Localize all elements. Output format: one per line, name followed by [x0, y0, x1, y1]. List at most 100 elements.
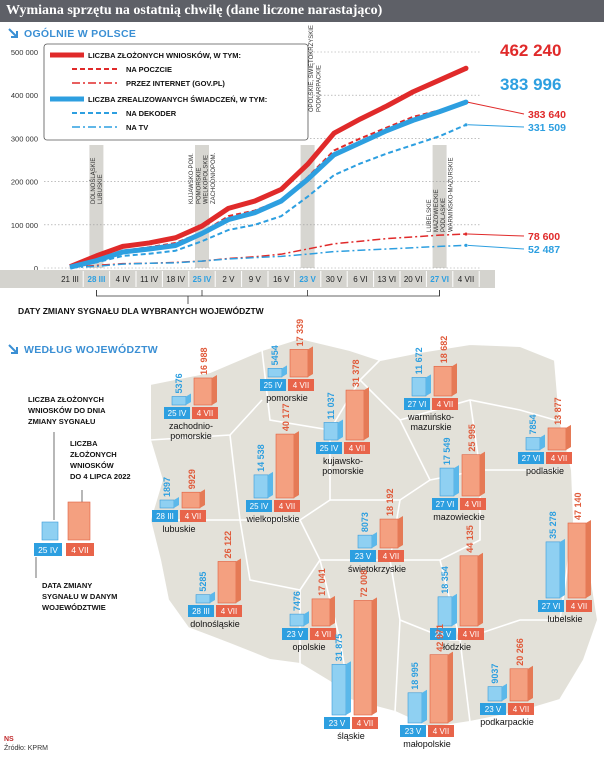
bar-before-side — [560, 538, 565, 598]
bar-before — [545, 541, 561, 599]
legend-card-text-c: WOJEWÓDZTWIE — [42, 603, 106, 612]
series-end-marker — [464, 123, 468, 127]
annotation-line: DOLNOŚLĄSKIE — [89, 158, 97, 204]
date-box-before — [480, 703, 506, 715]
line-chart: 0 100 000 200 000 300 000 400 000 500 000 DOLN… — [0, 25, 566, 316]
x-tick-label: 4 IV — [116, 275, 131, 284]
legend-card-text-b: WNIOSKÓW — [70, 461, 115, 470]
x-tick-label: 6 VI — [353, 275, 367, 284]
legend-card-text-c: DATA ZMIANY — [42, 581, 92, 590]
legend-card-text-b: ZŁOŻONYCH — [70, 450, 117, 459]
section-regions-label: WEDŁUG WOJEWÓDZTW — [24, 344, 158, 356]
annotation-line: LUBUSKIE — [98, 174, 104, 204]
region-name: zachodnio- — [169, 421, 213, 431]
date-after: 4 VII — [437, 400, 453, 409]
region-name: warmińsko- — [407, 412, 454, 422]
bar-before-side — [268, 471, 273, 498]
x-tick-label: 27 VI — [430, 275, 449, 284]
date-after: 4 VII — [197, 409, 213, 418]
legend-card-date-before: 25 IV — [38, 545, 58, 555]
region-bar-pair: 14 538 40 177 25 IV 4 VII wielkopolskie — [245, 404, 300, 524]
date-box-before — [430, 628, 456, 640]
legend-box — [43, 43, 309, 141]
date-after: 4 VII — [185, 512, 201, 521]
x-tick-label: 16 V — [273, 275, 290, 284]
date-after: 4 VII — [293, 381, 309, 390]
date-after: 4 VII — [513, 705, 529, 714]
bar-after — [509, 668, 529, 702]
region-name: kujawsko- — [323, 456, 363, 466]
x-tick-label: 28 III — [88, 275, 106, 284]
end-label: 52 487 — [528, 244, 560, 256]
annotation-label: LUBELSKIEMAZOWIECKIEPODLASKIEWARMIŃSKO-M… — [427, 158, 455, 232]
legend-card-bar-before — [41, 521, 59, 541]
bar-after-value: 17 339 — [295, 319, 305, 347]
bar-before — [525, 437, 541, 451]
bar-after — [567, 522, 587, 599]
series-line-4 — [69, 123, 467, 269]
end-label: 78 600 — [528, 231, 560, 243]
bar-before-side — [372, 532, 377, 548]
region-bar-pair: 35 278 47 140 27 VI 4 VII lubelskie — [538, 492, 592, 624]
bar-after-value: 9929 — [187, 469, 197, 489]
region-bar-pair: 8073 18 192 23 V 4 VII świętokrzyskie — [348, 489, 406, 574]
legend-label: NA DEKODER — [126, 109, 177, 118]
series-line-0 — [69, 66, 468, 270]
end-label: 462 240 — [500, 41, 561, 60]
bar-before-value: 1897 — [162, 477, 172, 497]
x-tick-label: 21 III — [61, 275, 79, 284]
y-tick-label: 0 — [34, 264, 38, 273]
bar-after — [547, 427, 567, 451]
series-end-marker — [463, 65, 469, 71]
bar-after-side — [236, 558, 241, 603]
y-tick-label: 100 000 — [11, 221, 38, 230]
bar-before-side — [304, 611, 309, 626]
highlight-column — [89, 145, 104, 268]
bar-after — [433, 365, 453, 397]
bar-before-value: 7854 — [528, 414, 538, 434]
date-before: 25 IV — [250, 502, 269, 511]
bar-after-value: 18 682 — [439, 336, 449, 364]
date-box-after — [310, 628, 336, 640]
bar-before-value: 14 538 — [256, 444, 266, 472]
region-name: mazowieckie — [433, 512, 485, 522]
date-box-before — [164, 407, 190, 419]
region-name: opolskie — [292, 642, 325, 652]
bar-before-value: 7476 — [292, 591, 302, 611]
series-end-marker — [463, 99, 469, 105]
legend-label: PRZEZ INTERNET (GOV.PL) — [126, 79, 225, 88]
bar-before-side — [452, 593, 457, 626]
series-line-3 — [69, 99, 467, 270]
bracket-label: DATY ZMIANY SYGNAŁU DLA WYBRANYCH WOJEWÓ… — [18, 305, 265, 316]
date-box-before — [400, 725, 426, 737]
bar-after-value: 42 971 — [435, 624, 445, 652]
bar-before — [171, 396, 187, 406]
bar-after-value: 18 192 — [385, 489, 395, 517]
bar-after-value: 31 378 — [351, 360, 361, 388]
annotation-line: OPOLSKIE, ŚWIĘTOKRZYSKIE — [307, 25, 315, 112]
series-end-marker — [464, 243, 468, 247]
region-name: łódzkie — [443, 642, 471, 652]
region-bar-pair: 7854 13 877 27 VI 4 VII podlaskie — [518, 397, 572, 476]
x-tick-label: 18 IV — [166, 275, 185, 284]
bar-before-value: 17 549 — [442, 438, 452, 466]
region-bar-pair: 7476 17 041 23 V 4 VII opolskie — [282, 568, 336, 652]
date-box-after — [344, 442, 370, 454]
region-name: lubuskie — [162, 524, 195, 534]
end-label: 331 509 — [528, 122, 566, 134]
bar-after-value: 44 135 — [465, 525, 475, 553]
date-after: 4 VII — [463, 630, 479, 639]
bar-after-side — [294, 431, 299, 498]
bar-before-side — [210, 591, 215, 603]
date-before: 28 III — [156, 512, 174, 521]
date-box-after — [432, 398, 458, 410]
annotation-line: MAZOWIECKIE — [434, 189, 440, 232]
bar-after — [353, 600, 373, 716]
bar-before-side — [186, 393, 191, 405]
legend-card-text-a: WNIOSKÓW DO DNIA — [28, 406, 106, 415]
x-tick-label: 11 IV — [140, 275, 159, 284]
region-bar-pair: 5285 26 122 28 III 4 VII dolnośląskie — [188, 531, 242, 629]
end-label-leader — [467, 244, 525, 250]
bar-before-value: 18 354 — [440, 566, 450, 594]
